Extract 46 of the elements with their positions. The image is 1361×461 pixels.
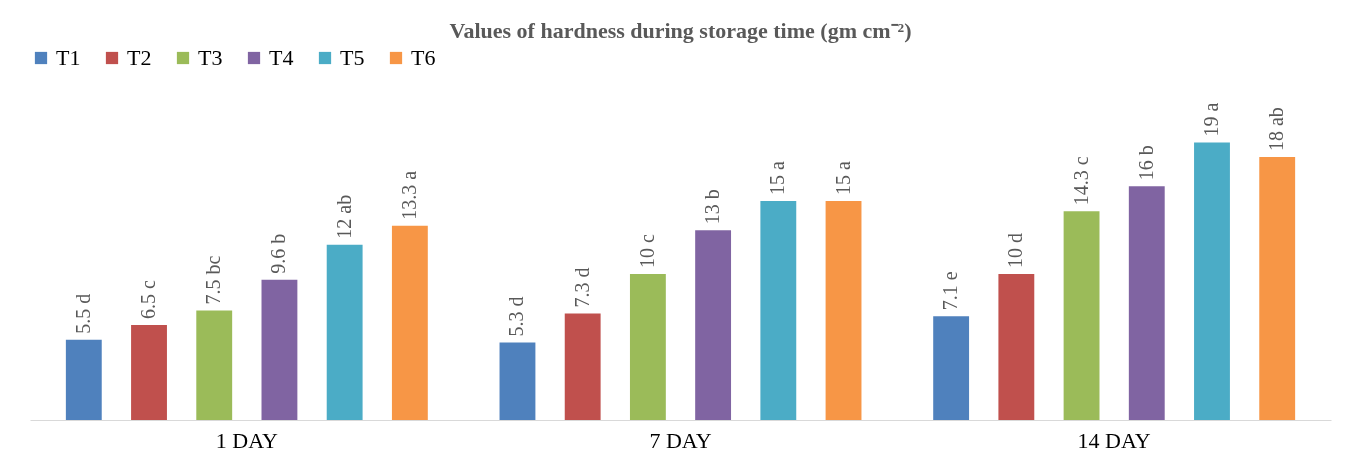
legend-label: T5 bbox=[340, 45, 365, 70]
data-label: 7.3 d bbox=[570, 267, 593, 308]
data-label: 12 ab bbox=[332, 194, 355, 239]
data-label: 15 a bbox=[766, 160, 789, 195]
legend-label: T2 bbox=[127, 45, 152, 70]
bar bbox=[760, 200, 797, 420]
legend-label: T3 bbox=[198, 45, 223, 70]
x-tick-label: 1 DAY bbox=[215, 427, 279, 453]
bar bbox=[825, 200, 862, 420]
bar bbox=[499, 342, 536, 420]
bar bbox=[933, 316, 970, 420]
legend-label: T1 bbox=[56, 45, 81, 70]
x-tick-label: 7 DAY bbox=[649, 427, 712, 453]
bar bbox=[131, 325, 167, 420]
legend-label: T4 bbox=[269, 45, 294, 70]
data-label: 14.3 c bbox=[1069, 156, 1092, 206]
data-label: 13 b bbox=[701, 189, 724, 225]
bar bbox=[391, 225, 428, 420]
legend-label: T6 bbox=[411, 45, 436, 70]
bar bbox=[1063, 211, 1100, 420]
data-label: 5.3 d bbox=[505, 296, 528, 337]
data-label: 5.5 d bbox=[71, 293, 94, 334]
data-label: 15 a bbox=[831, 160, 854, 195]
bar bbox=[65, 339, 102, 420]
data-label: 13.3 a bbox=[397, 170, 420, 220]
data-label: 19 a bbox=[1199, 102, 1222, 137]
bar bbox=[1194, 142, 1230, 420]
data-label: 10 d bbox=[1004, 232, 1027, 268]
bar bbox=[998, 273, 1035, 420]
data-label: 6.5 c bbox=[137, 280, 160, 320]
data-label: 7.1 e bbox=[939, 271, 962, 311]
data-label: 7.5 bc bbox=[202, 255, 225, 305]
bar bbox=[196, 310, 233, 420]
bar bbox=[695, 230, 732, 420]
bar bbox=[261, 279, 298, 420]
bar bbox=[326, 244, 363, 420]
chart-title: Values of hardness during storage time (gm cm⁻²) bbox=[449, 18, 912, 43]
data-label: 10 c bbox=[635, 233, 658, 268]
bar bbox=[1259, 157, 1296, 420]
data-label: 16 b bbox=[1134, 145, 1157, 181]
bar bbox=[629, 273, 666, 420]
data-label: 18 ab bbox=[1265, 107, 1288, 152]
bar bbox=[564, 313, 601, 420]
bar bbox=[1128, 186, 1165, 420]
x-tick-label: 14 DAY bbox=[1077, 427, 1151, 453]
data-label: 9.6 b bbox=[267, 233, 290, 274]
